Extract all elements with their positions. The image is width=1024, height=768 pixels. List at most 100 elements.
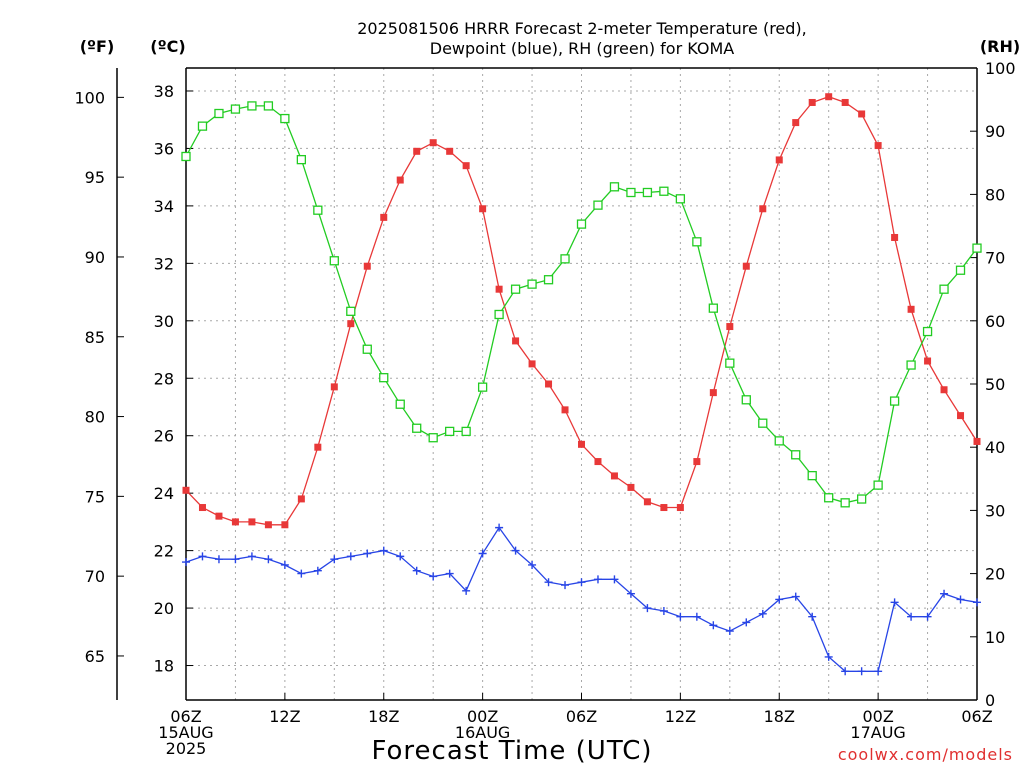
dewpoint-point bbox=[247, 552, 256, 561]
rh-point bbox=[395, 399, 405, 409]
rh-point bbox=[609, 182, 620, 192]
temperature-point bbox=[528, 360, 536, 368]
temperature-point bbox=[792, 119, 800, 127]
dewpoint-point bbox=[692, 612, 701, 621]
rh-point bbox=[856, 494, 867, 504]
rh-point bbox=[972, 243, 982, 253]
temperature-point bbox=[940, 386, 948, 394]
x-axis-tick-label: 06Z bbox=[566, 707, 597, 726]
fahrenheit-tick-label: 90 bbox=[85, 248, 105, 267]
dewpoint-point bbox=[940, 589, 949, 598]
temperature-point bbox=[627, 483, 635, 491]
rh-tick-label: 90 bbox=[985, 122, 1005, 141]
temperature-point bbox=[512, 337, 520, 345]
rh-point bbox=[741, 395, 751, 405]
x-axis-tick-label: 12Z bbox=[665, 707, 696, 726]
dewpoint-point bbox=[280, 560, 289, 569]
dewpoint-point bbox=[313, 566, 322, 575]
rh-point bbox=[494, 309, 504, 320]
dewpoint-point bbox=[791, 592, 800, 601]
temperature-point bbox=[858, 110, 866, 118]
x-axis-tick-label: 06Z bbox=[170, 707, 201, 726]
rh-point bbox=[659, 186, 669, 196]
temperature-series bbox=[182, 93, 981, 529]
dewpoint-point bbox=[824, 652, 833, 661]
rh-tick-label: 30 bbox=[985, 501, 1005, 520]
rh-point bbox=[708, 303, 718, 313]
x-axis-tick-label: 16AUG bbox=[455, 723, 510, 742]
dewpoint-point bbox=[182, 558, 190, 567]
fahrenheit-tick-label: 85 bbox=[85, 328, 105, 347]
x-axis-tick-label: 18Z bbox=[764, 707, 795, 726]
dewpoint-point bbox=[231, 555, 240, 564]
rh-point bbox=[543, 275, 554, 285]
rh-point bbox=[807, 470, 817, 481]
x-axis-title: Forecast Time (UTC) bbox=[371, 736, 652, 766]
credit-watermark: coolwx.com/models bbox=[838, 745, 1013, 764]
rh-series bbox=[181, 101, 982, 508]
temperature-point bbox=[248, 518, 256, 526]
x-axis-tick-label: 15AUG bbox=[158, 723, 213, 742]
temperature-point bbox=[676, 504, 684, 512]
rh-tick-label: 40 bbox=[985, 438, 1005, 457]
dewpoint-point bbox=[412, 566, 421, 575]
rh-point bbox=[642, 187, 653, 198]
rh-tick-label: 0 bbox=[985, 691, 995, 710]
dewpoint-point bbox=[626, 589, 635, 598]
temperature-point bbox=[264, 521, 272, 529]
chart-title-line-2: Dewpoint (blue), RH (green) for KOMA bbox=[430, 39, 735, 58]
celsius-tick-label: 26 bbox=[154, 427, 174, 446]
rh-point bbox=[576, 219, 587, 229]
temperature-point bbox=[841, 98, 849, 106]
dewpoint-point bbox=[478, 549, 487, 558]
dewpoint-point bbox=[297, 569, 306, 578]
temperature-point bbox=[413, 147, 421, 155]
dewpoint-point bbox=[956, 595, 965, 604]
fahrenheit-tick-label: 100 bbox=[74, 88, 105, 107]
fahrenheit-tick-label: 95 bbox=[85, 168, 105, 187]
temperature-point bbox=[182, 486, 190, 494]
dewpoint-point bbox=[808, 612, 817, 621]
rh-point bbox=[560, 254, 570, 264]
celsius-tick-label: 24 bbox=[154, 484, 174, 503]
rh-point bbox=[214, 108, 224, 119]
rh-point bbox=[840, 498, 850, 508]
celsius-tick-label: 36 bbox=[154, 139, 174, 158]
temperature-point bbox=[545, 380, 553, 388]
rh-point bbox=[181, 151, 191, 162]
dewpoint-point bbox=[511, 546, 520, 555]
x-axis-tick-label: 06Z bbox=[961, 707, 992, 726]
rh-point bbox=[758, 418, 768, 428]
rh-point bbox=[593, 200, 603, 210]
dewpoint-point bbox=[346, 552, 355, 561]
dewpoint-point bbox=[643, 604, 652, 613]
rh-point bbox=[428, 433, 438, 443]
dewpoint-point bbox=[676, 612, 685, 621]
rh-tick-label: 70 bbox=[985, 249, 1005, 268]
temperature-point bbox=[775, 156, 783, 164]
dewpoint-point bbox=[429, 572, 438, 581]
fahrenheit-tick-label: 70 bbox=[85, 567, 105, 586]
temperature-point bbox=[709, 389, 717, 397]
temperature-point bbox=[297, 495, 305, 503]
temperature-point bbox=[380, 213, 388, 221]
dewpoint-point bbox=[890, 598, 899, 607]
dewpoint-point bbox=[214, 555, 223, 564]
temperature-point bbox=[726, 323, 734, 331]
dewpoint-point bbox=[379, 546, 388, 555]
rh-point bbox=[939, 284, 949, 294]
dewpoint-point bbox=[264, 555, 273, 564]
temperature-point bbox=[446, 147, 454, 155]
celsius-tick-label: 30 bbox=[154, 312, 174, 331]
dewpoint-series bbox=[182, 523, 981, 676]
fahrenheit-unit-label: (ºF) bbox=[80, 37, 115, 56]
dewpoint-point bbox=[577, 578, 586, 587]
rh-point bbox=[477, 382, 488, 392]
rh-point bbox=[247, 101, 257, 111]
temperature-point bbox=[825, 93, 833, 101]
rh-point bbox=[791, 450, 801, 460]
dewpoint-point bbox=[593, 575, 602, 584]
temperature-point bbox=[479, 205, 487, 213]
dewpoint-point bbox=[758, 609, 767, 618]
